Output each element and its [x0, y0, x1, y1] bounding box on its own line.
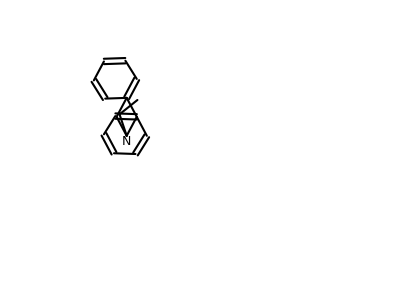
Text: N: N — [122, 135, 132, 148]
